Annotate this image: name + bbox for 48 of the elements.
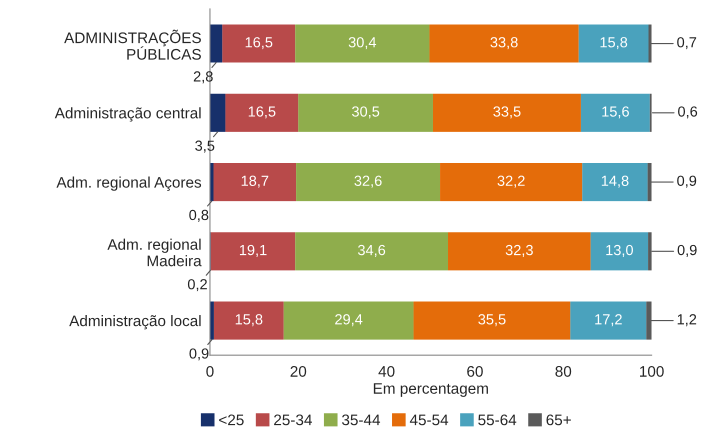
data-label: 15,8 [600,37,628,50]
data-label: 30,5 [352,106,380,118]
legend-label: <25 [219,414,244,426]
data-label: 29,4 [335,314,362,326]
legend-label: 35-44 [342,414,380,426]
legend-label: 65+ [546,414,571,426]
y-tick-label: Adm. regional Açores [56,176,202,191]
data-label: 32,2 [498,176,525,188]
data-label: 18,7 [242,176,268,188]
data-label: 15,8 [236,314,262,326]
data-label: 0,9 [677,176,696,188]
data-label: 35,5 [478,314,506,326]
y-tick-label: Administração central [54,107,201,122]
data-label: 33,8 [490,37,518,50]
data-label: 0,7 [677,37,696,50]
x-tick-label: 20 [290,366,306,377]
data-label: 0,6 [678,106,698,118]
data-label: 30,4 [348,37,376,50]
data-label: 13,0 [606,244,633,257]
y-tick-label: Administração local [69,315,201,330]
data-label: 0,2 [188,279,207,292]
x-tick-label: 100 [640,366,664,377]
data-label: 0,8 [189,210,208,222]
data-label: 14,8 [602,176,629,188]
x-tick-label: 60 [467,366,483,377]
data-label: 16,5 [248,106,276,118]
data-label: 1,2 [678,314,696,326]
legend-label: 55-64 [478,414,516,426]
legend-label: 25-34 [274,414,312,426]
x-axis-title: Em percentagem [374,383,488,397]
data-label: 3,5 [195,140,214,153]
x-tick-label: 40 [378,366,395,377]
x-tick-label: 80 [555,366,572,377]
data-label: 15,6 [602,106,629,118]
data-label: 19,1 [240,244,266,257]
data-label: 33,5 [493,106,521,118]
data-label: 0,9 [678,244,697,257]
y-tick-label: Adm. regional Madeira [107,238,202,266]
data-label: 2,8 [194,71,213,84]
data-label: 34,6 [358,244,386,257]
data-label: 32,3 [506,244,533,257]
data-label: 0,9 [189,348,208,360]
data-label: 32,6 [354,176,382,188]
x-tick-label: 0 [206,366,214,377]
legend-label: 45-54 [410,414,448,426]
y-tick-label: ADMINISTRAÇÕES PÚBLICAS [64,30,201,60]
data-label: 17,2 [595,314,622,326]
data-label: 16,5 [246,37,272,50]
